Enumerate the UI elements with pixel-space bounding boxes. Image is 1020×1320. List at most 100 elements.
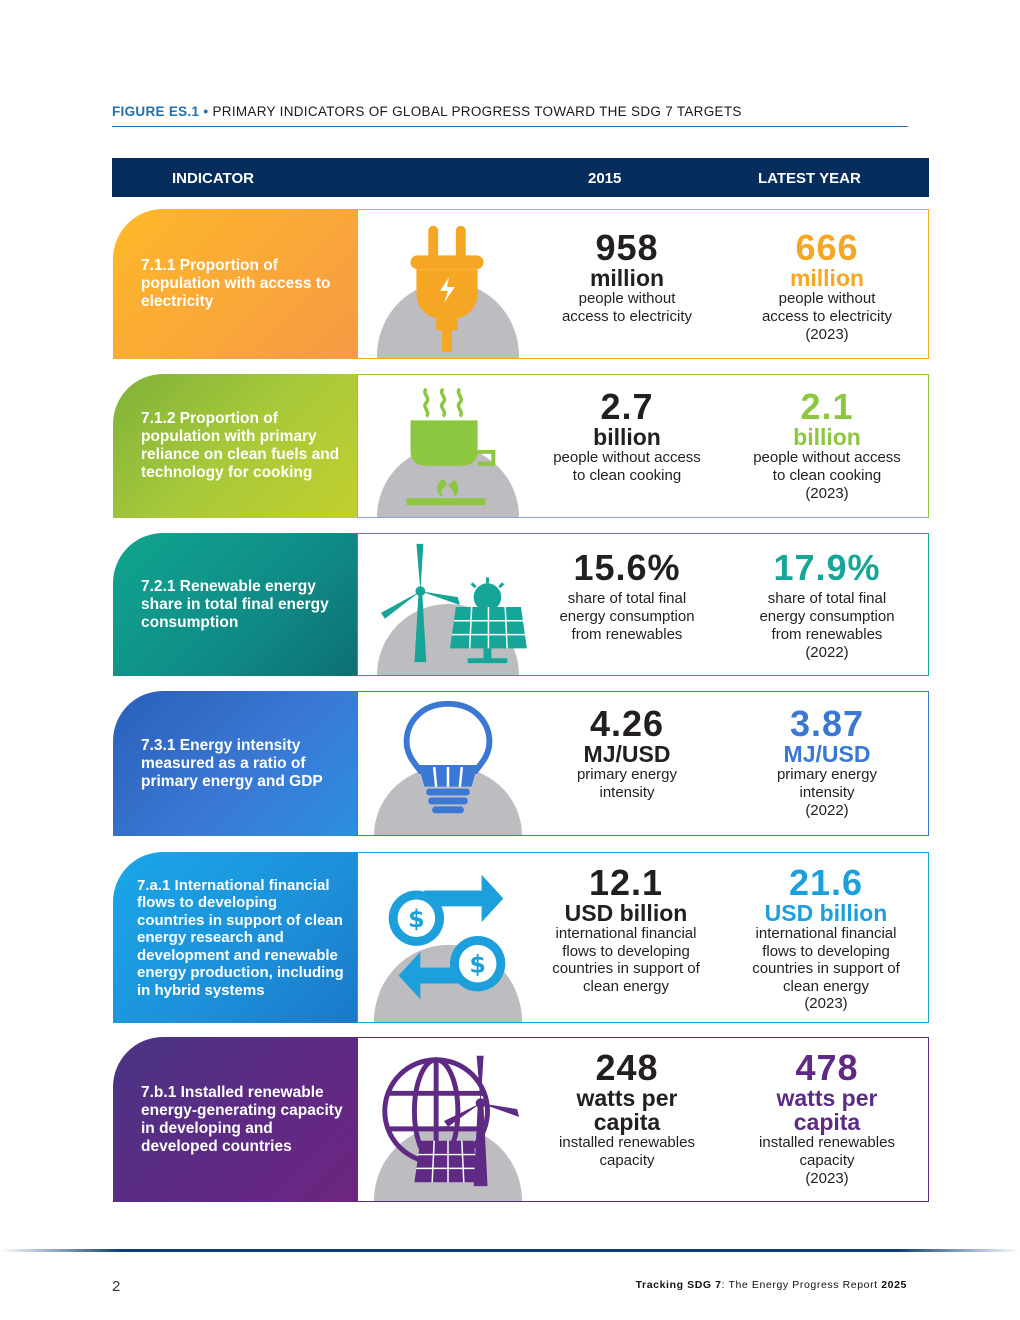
money-flow-icon: $ $ [360,853,536,1022]
desc-line: people without access [553,449,701,466]
header-2015: 2015 [588,170,622,187]
electric-plug-icon [360,210,536,358]
value-description: people without access to clean cooking [532,449,722,485]
svg-text:$: $ [469,951,486,979]
light-bulb-icon [360,692,536,835]
value-unit: million [589,265,665,291]
indicator-row-7-a-1: 7.a.1 International financial flows to d… [113,852,929,1023]
svg-text:$: $ [408,905,425,933]
desc-line: access to electricity [561,308,693,325]
value-description: international financial flows to develop… [726,925,926,1013]
value-description: installed renewables capacity [532,1134,722,1170]
desc-line: international financial [555,925,697,942]
indicator-values-box: 2.7 billion people without access to cle… [357,374,929,518]
desc-line: primary energy [776,766,878,783]
header-latest-year: LATEST YEAR [758,170,861,187]
indicator-label: 7.1.2 Proportion of population with prim… [141,410,340,481]
indicator-label-cell: 7.3.1 Energy intensity measured as a rat… [113,691,358,836]
desc-line: capacity [799,1152,855,1169]
desc-line: countries in support of [752,960,900,977]
desc-line: energy consumption [759,608,895,625]
value-2015: 12.1 USD billion international financial… [526,865,726,995]
indicator-row-7-b-1: 7.b.1 Installed renewable energy-generat… [113,1037,929,1202]
value-description: people without access to electricity (20… [732,290,922,344]
desc-line: (2022) [805,802,849,819]
value-number: 15.6% [573,547,681,588]
value-2015: 248 watts per capita installed renewable… [532,1050,722,1170]
value-description: installed renewables capacity (2023) [732,1134,922,1188]
indicator-label-cell: 7.b.1 Installed renewable energy-generat… [113,1037,358,1202]
desc-line: intensity [799,784,855,801]
indicator-values-box: 15.6% share of total final energy consum… [357,533,929,676]
indicator-label-cell: 7.2.1 Renewable energy share in total fi… [113,533,358,676]
indicator-label: 7.1.1 Proportion of population with acce… [141,257,331,310]
value-number: 2.1 [800,386,854,427]
indicator-label: 7.a.1 International financial flows to d… [137,876,344,999]
value-latest: 478 watts per capita installed renewable… [732,1050,922,1188]
desc-line: people without [778,290,876,307]
value-number: 3.87 [789,703,865,744]
value-number: 478 [795,1047,859,1088]
desc-line: (2023) [805,1170,849,1187]
desc-line: access to electricity [761,308,893,325]
desc-line: share of total final [767,590,887,607]
value-2015: 15.6% share of total final energy consum… [532,550,722,644]
desc-line: clean energy [783,977,869,995]
wind-solar-icon [360,534,536,675]
running-footer-prefix: Tracking SDG 7 [635,1279,722,1291]
indicator-label: 7.3.1 Energy intensity measured as a rat… [141,736,323,790]
value-description: share of total final energy consumption … [732,590,922,662]
desc-line: (2023) [804,995,848,1012]
running-footer-middle: : The Energy Progress Report [721,1279,882,1291]
value-description: primary energy intensity [532,766,722,802]
value-description: primary energy intensity (2022) [732,766,922,820]
value-unit: watts per capita [776,1085,878,1135]
value-latest: 2.1 billion people without access to cle… [732,389,922,503]
indicator-label: 7.b.1 Installed renewable energy-generat… [141,1083,343,1155]
value-unit: USD billion [564,900,688,926]
desc-line: share of total final [567,590,687,607]
value-2015: 4.26 MJ/USD primary energy intensity [532,706,722,802]
indicator-row-7-2-1: 7.2.1 Renewable energy share in total fi… [113,533,929,676]
figure-bullet: • [203,104,209,119]
value-latest: 3.87 MJ/USD primary energy intensity (20… [732,706,922,820]
running-footer: Tracking SDG 7: The Energy Progress Repo… [636,1279,907,1291]
desc-line: international financial [755,925,897,942]
value-unit: USD billion [764,900,888,926]
value-number: 2.7 [600,386,654,427]
value-latest: 666 million people without access to ele… [732,230,922,344]
desc-line: (2023) [805,485,849,502]
value-latest: 17.9% share of total final energy consum… [732,550,922,662]
value-unit: MJ/USD [583,741,671,767]
cooking-pot-icon [360,375,536,517]
desc-line: people without [578,290,676,307]
indicator-row-7-1-2: 7.1.2 Proportion of population with prim… [113,374,929,518]
indicator-values-box: 248 watts per capita installed renewable… [357,1037,929,1202]
desc-line: from renewables [771,626,883,643]
figure-title: FIGURE ES.1 • PRIMARY INDICATORS OF GLOB… [112,104,908,127]
value-number: 21.6 [788,862,864,903]
indicator-label-cell: 7.1.2 Proportion of population with prim… [113,374,358,518]
value-description: share of total final energy consumption … [532,590,722,644]
indicator-values-box: $ $ 12.1 USD billion international finan… [357,852,929,1023]
desc-line: from renewables [571,626,683,643]
value-number: 958 [595,227,659,268]
desc-line: to clean cooking [772,467,882,484]
value-unit: million [789,265,865,291]
value-description: people without access to clean cooking (… [732,449,922,503]
desc-line: intensity [599,784,655,801]
desc-line: flows to developing [762,942,890,960]
value-unit: billion [793,424,861,450]
value-2015: 958 million people without access to ele… [532,230,722,326]
value-number: 17.9% [773,547,881,588]
value-2015: 2.7 billion people without access to cle… [532,389,722,485]
indicator-label-cell: 7.a.1 International financial flows to d… [113,852,358,1023]
running-footer-year: 2025 [881,1279,907,1291]
desc-line: (2023) [805,326,849,343]
globe-renewables-icon [360,1038,536,1201]
value-unit: MJ/USD [783,741,871,767]
figure-title-text: PRIMARY INDICATORS OF GLOBAL PROGRESS TO… [212,104,742,119]
value-unit: watts per capita [576,1085,678,1135]
indicator-label: 7.2.1 Renewable energy share in total fi… [141,577,329,631]
desc-line: to clean cooking [572,467,682,484]
